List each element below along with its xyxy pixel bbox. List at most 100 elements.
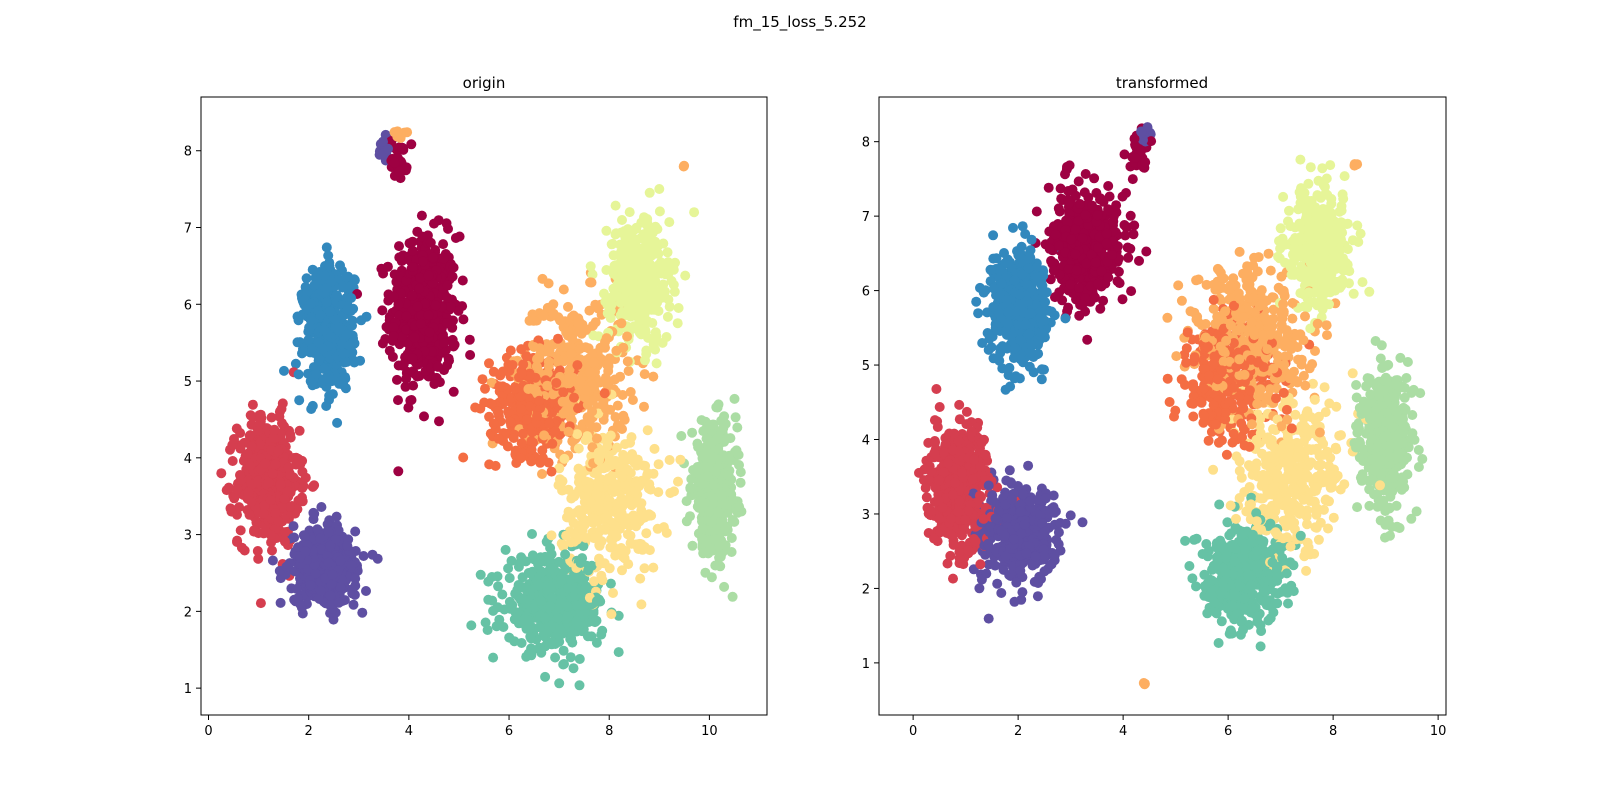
scatter-point <box>407 245 418 256</box>
scatter-point <box>586 277 597 288</box>
scatter-point <box>708 493 719 504</box>
scatter-point <box>591 433 602 444</box>
scatter-point <box>393 466 404 477</box>
scatter-point <box>290 358 301 369</box>
scatter-point <box>229 434 239 444</box>
scatter-point <box>640 218 651 229</box>
scatter-point <box>234 502 245 513</box>
scatter-point <box>701 433 712 444</box>
scatter-point <box>488 652 499 663</box>
y-tick-label: 6 <box>184 298 192 313</box>
scatter-point <box>389 157 400 168</box>
scatter-point <box>563 426 574 437</box>
scatter-point <box>438 239 449 250</box>
scatter-point <box>626 279 636 290</box>
scatter-point <box>644 479 655 490</box>
scatter-point <box>341 329 352 340</box>
scatter-point <box>565 652 576 663</box>
scatter-point <box>280 536 290 547</box>
scatter-point <box>1255 641 1266 652</box>
scatter-point <box>412 301 423 312</box>
scatter-point <box>442 360 453 371</box>
y-tick-label: 2 <box>184 605 192 620</box>
scatter-point <box>424 327 435 338</box>
scatter-point <box>562 611 573 622</box>
scatter-point <box>565 574 576 585</box>
scatter-point <box>645 290 656 301</box>
scatter-point <box>477 374 488 385</box>
scatter-point <box>734 501 745 512</box>
scatter-point <box>409 332 420 343</box>
scatter-point <box>267 545 277 556</box>
scatter-point <box>532 411 542 421</box>
scatter-point <box>640 355 650 366</box>
scatter-point <box>584 418 595 429</box>
scatter-point <box>590 617 600 628</box>
scatter-point <box>557 485 568 496</box>
scatter-point <box>635 293 646 304</box>
scatter-point <box>582 431 593 442</box>
scatter-point <box>599 388 610 399</box>
scatter-point <box>526 456 537 467</box>
y-tick-label: 3 <box>184 529 192 544</box>
scatter-point <box>428 252 439 263</box>
scatter-point <box>448 386 459 397</box>
scatter-point <box>610 200 621 211</box>
scatter-point <box>625 387 636 397</box>
scatter-point <box>730 412 741 423</box>
x-tick-label: 8 <box>605 724 613 739</box>
scatter-points-origin <box>216 126 747 691</box>
scatter-point <box>281 561 292 572</box>
scatter-point <box>580 532 591 543</box>
scatter-point <box>600 296 611 307</box>
scatter-point <box>597 575 608 586</box>
scatter-point <box>558 284 569 295</box>
scatter-point <box>721 433 732 444</box>
scatter-point <box>560 564 571 575</box>
scatter-point <box>565 537 576 548</box>
scatter-point <box>593 480 604 491</box>
scatter-point <box>492 602 503 613</box>
scatter-point <box>566 348 576 359</box>
scatter-point <box>321 283 332 294</box>
scatter-point <box>407 353 418 364</box>
scatter-point <box>434 416 444 427</box>
scatter-point <box>575 558 586 568</box>
scatter-point <box>346 560 357 571</box>
scatter-point <box>423 310 434 321</box>
scatter-point <box>573 318 584 329</box>
scatter-point <box>305 580 316 591</box>
scatter-point <box>581 385 592 396</box>
scatter-point <box>580 583 591 594</box>
scatter-point <box>673 303 684 313</box>
scatter-point <box>465 350 476 360</box>
scatter-point <box>507 360 518 370</box>
scatter-point <box>560 549 571 560</box>
scatter-point <box>649 443 660 454</box>
scatter-point <box>394 166 405 177</box>
scatter-point <box>662 247 673 258</box>
scatter-point <box>715 561 726 572</box>
scatter-point <box>1305 162 1316 173</box>
scatter-point <box>297 346 308 357</box>
scatter-point <box>641 345 652 356</box>
scatter-point <box>279 365 289 376</box>
scatter-point <box>735 477 746 488</box>
scatter-point <box>280 527 291 538</box>
scatter-point <box>301 273 312 284</box>
scatter-point <box>601 225 612 236</box>
scatter-point <box>571 600 582 611</box>
scatter-point <box>648 371 659 382</box>
scatter-point <box>673 476 683 487</box>
scatter-point <box>497 589 508 600</box>
scatter-point <box>650 236 661 247</box>
scatter-point <box>590 299 601 310</box>
scatter-point <box>526 643 537 654</box>
scatter-point <box>288 521 299 532</box>
scatter-point <box>443 223 453 234</box>
scatter-point <box>346 281 357 292</box>
scatter-point <box>232 484 243 495</box>
scatter-point <box>636 329 647 340</box>
scatter-point <box>438 253 449 264</box>
